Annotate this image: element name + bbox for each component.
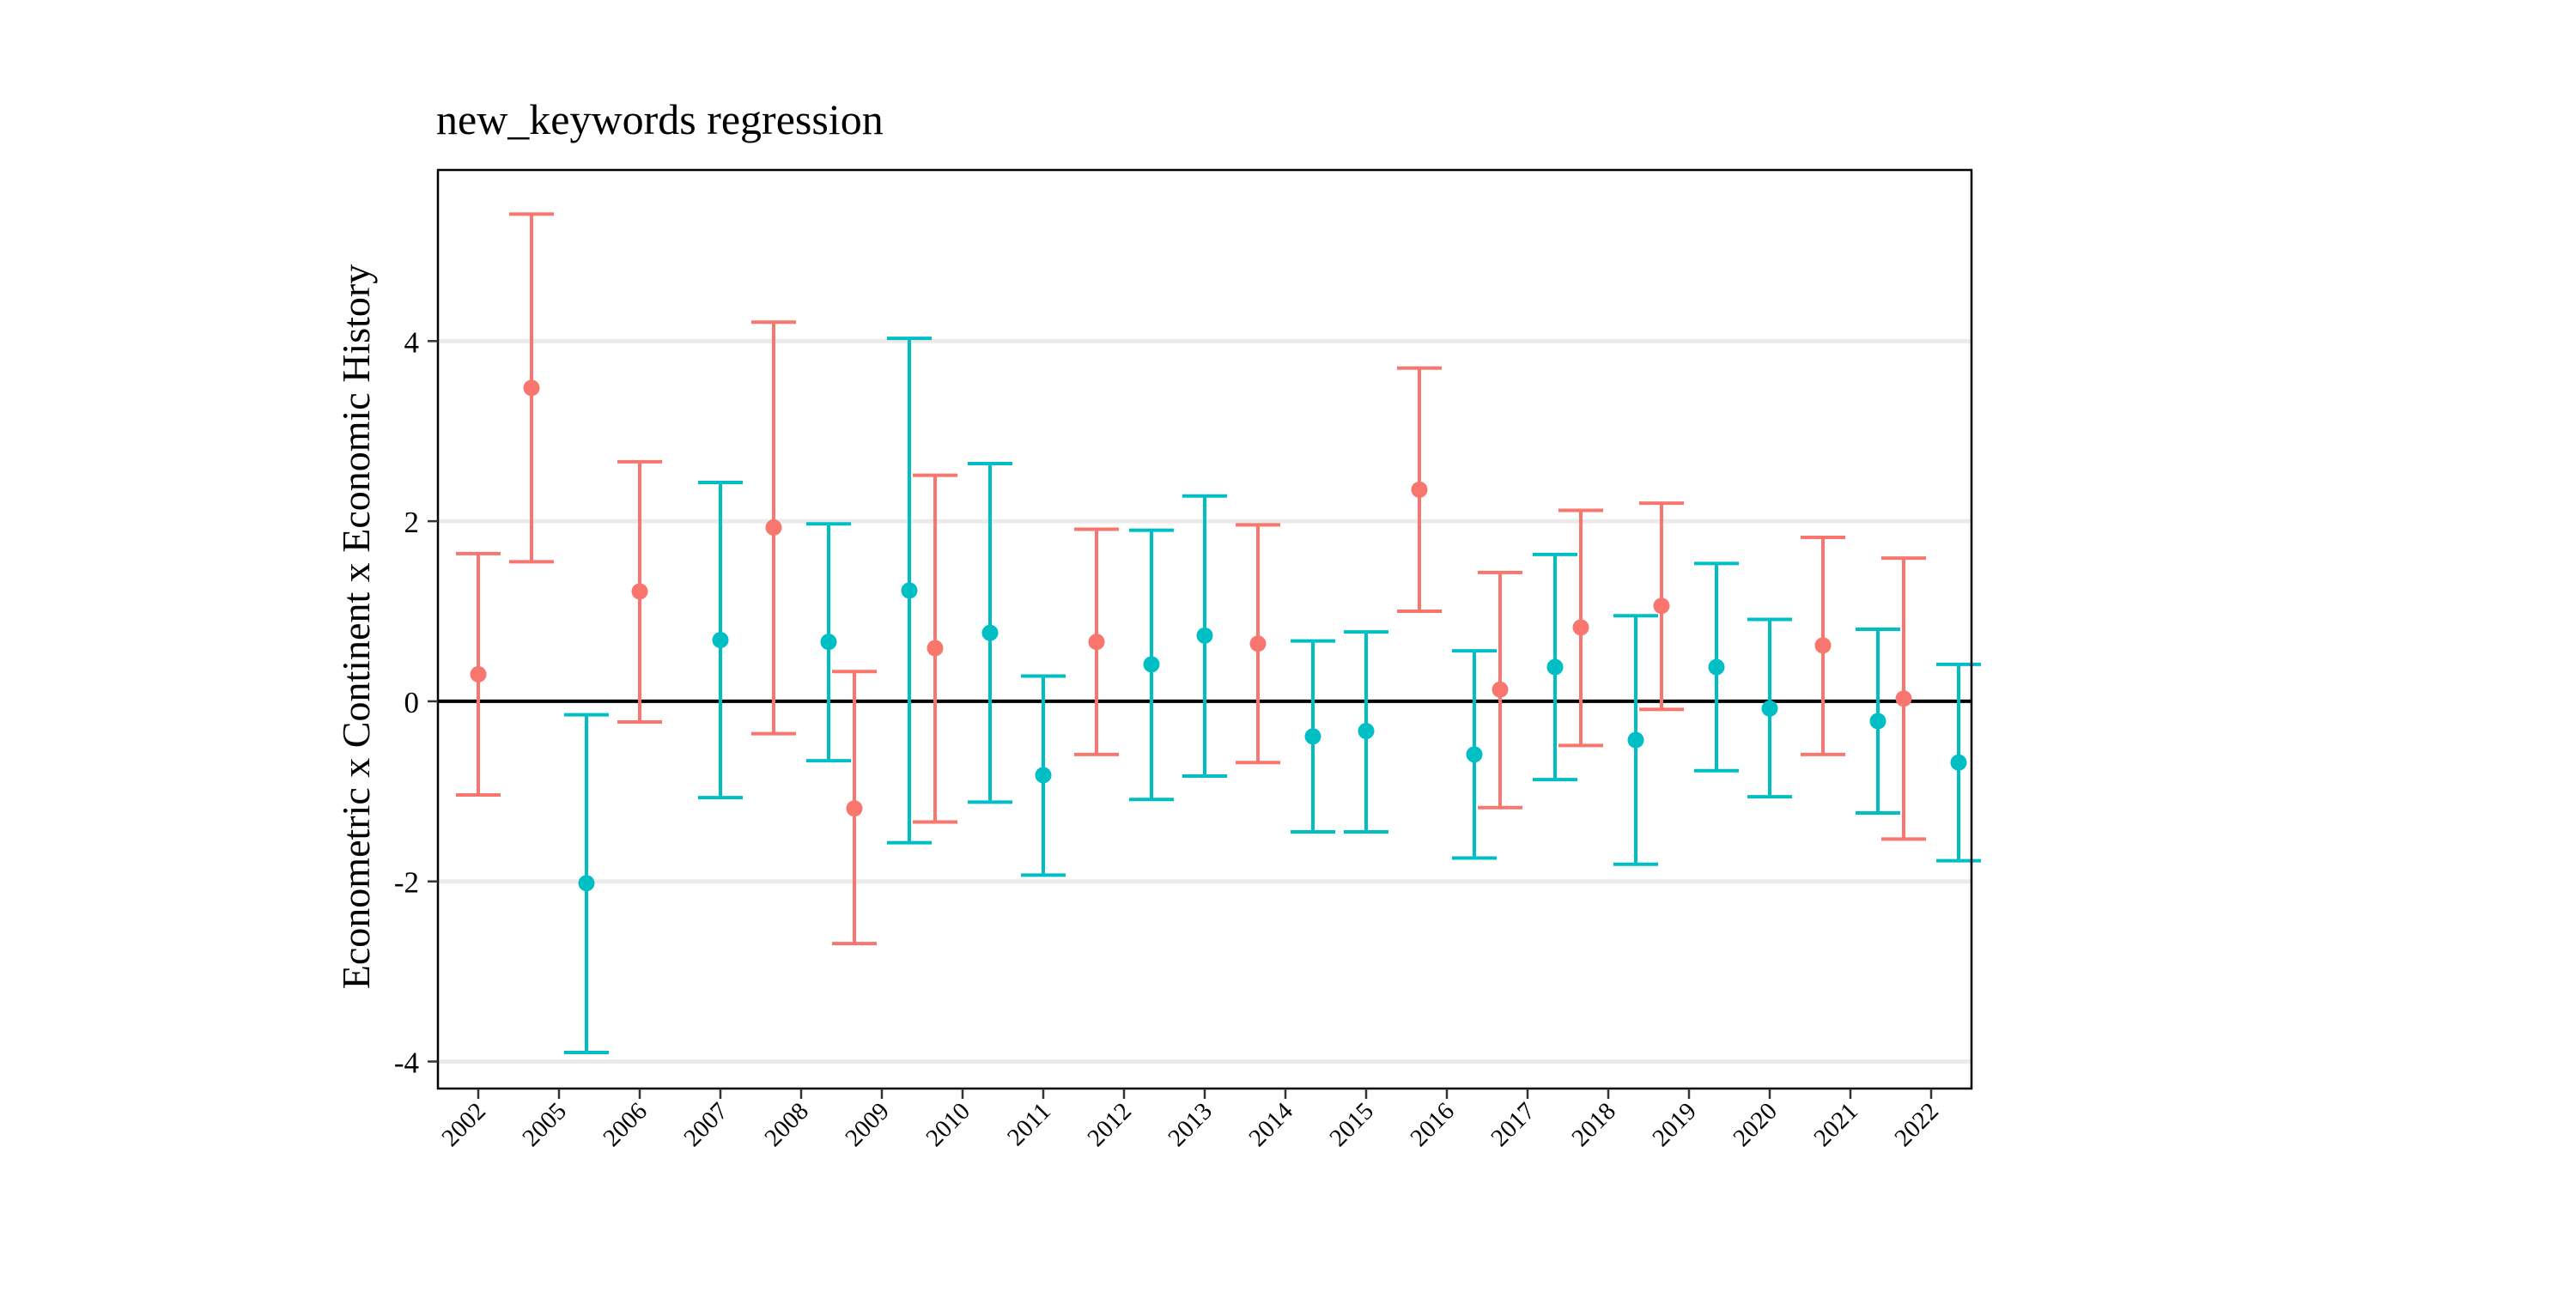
y-axis-label: Econometric x Continent x Economic Histo…: [334, 264, 378, 989]
y-tick-label: 2: [404, 506, 420, 539]
data-point: [765, 519, 782, 536]
data-point: [1304, 728, 1321, 745]
data-point: [1761, 700, 1778, 717]
data-point: [578, 875, 595, 892]
chart-title: new_keywords regression: [436, 95, 884, 143]
data-point: [1143, 656, 1160, 673]
y-tick-label: -4: [394, 1046, 419, 1080]
data-point: [1869, 713, 1886, 730]
data-point: [1814, 637, 1832, 654]
data-point: [1466, 746, 1483, 763]
data-point: [1950, 754, 1967, 771]
data-point: [470, 665, 487, 682]
data-point: [631, 583, 648, 600]
data-point: [1895, 690, 1912, 707]
data-point: [820, 634, 837, 651]
data-point: [981, 624, 999, 641]
y-tick-label: 0: [404, 686, 420, 719]
data-point: [1546, 658, 1564, 676]
data-point: [927, 640, 944, 657]
data-point: [523, 379, 540, 397]
data-point: [1492, 681, 1509, 698]
data-point: [1249, 635, 1267, 652]
data-point: [1358, 723, 1375, 740]
data-point: [846, 800, 863, 817]
data-point: [1088, 634, 1105, 651]
data-point: [1627, 731, 1644, 749]
data-point: [1196, 627, 1213, 644]
data-point: [1708, 658, 1725, 676]
y-tick-label: 4: [404, 325, 420, 359]
data-point: [1411, 481, 1428, 498]
data-point: [1572, 619, 1589, 636]
data-point: [712, 632, 729, 649]
data-point: [901, 582, 918, 599]
data-point: [1035, 767, 1052, 784]
y-tick-label: -2: [394, 866, 419, 900]
data-point: [1653, 597, 1670, 615]
